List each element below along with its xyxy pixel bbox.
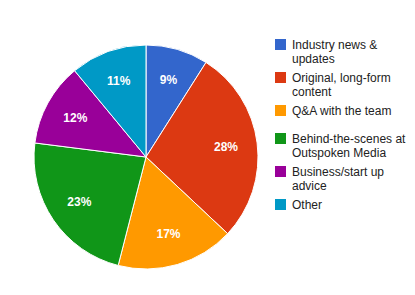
html-text:Q&A with the team: Q&A with the team [292,104,392,118]
svg-text:9%: 9% [160,73,178,87]
svg-text:11%: 11% [107,74,131,88]
svg-text:23%: 23% [67,195,91,209]
svg-text:28%: 28% [214,140,238,154]
html-text:Other: Other [292,198,322,212]
svg-text:12%: 12% [63,111,87,125]
html-text:Behind-the-scenes at Outspoken: Behind-the-scenes at Outspoken Media [292,132,406,160]
html-text:Original, long-form content: Original, long-form content [292,71,391,99]
svg-text:17%: 17% [156,227,180,241]
html-text:Business/start up advice: Business/start up advice [292,165,384,193]
html-text:Industry news & updates: Industry news & updates [292,38,378,66]
